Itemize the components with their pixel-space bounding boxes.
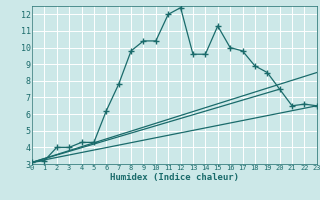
X-axis label: Humidex (Indice chaleur): Humidex (Indice chaleur) (110, 173, 239, 182)
